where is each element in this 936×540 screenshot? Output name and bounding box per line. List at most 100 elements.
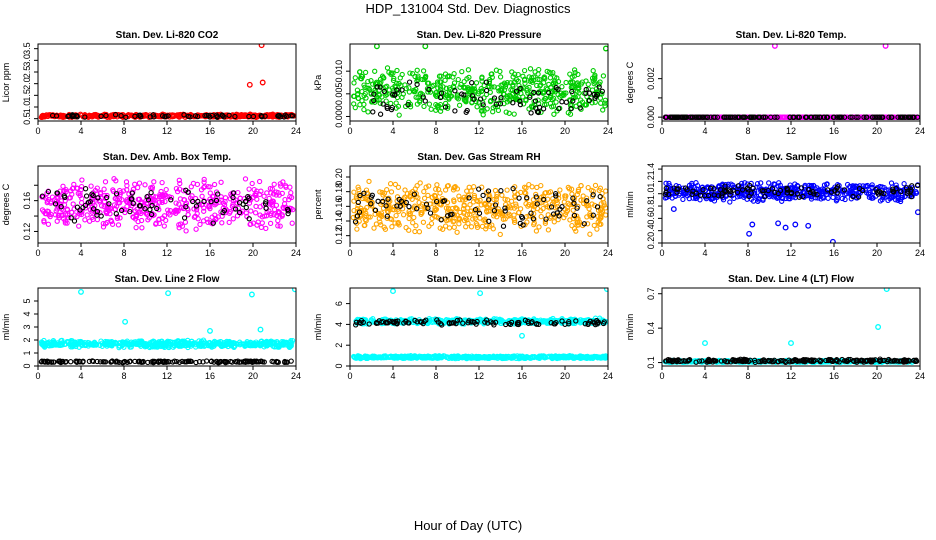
data-point — [457, 84, 463, 90]
data-point — [475, 91, 482, 97]
data-point — [254, 196, 260, 202]
data-point — [730, 182, 736, 188]
data-point — [726, 187, 732, 193]
data-point — [250, 113, 257, 120]
data-point — [269, 186, 275, 192]
data-point — [732, 114, 738, 120]
outlier-point — [775, 220, 782, 227]
data-point — [535, 97, 541, 103]
y-tick-label: 0.002 — [646, 67, 656, 90]
data-point — [451, 185, 457, 191]
data-point — [879, 184, 885, 190]
data-point — [176, 177, 182, 183]
data-point — [118, 189, 124, 196]
data-point — [181, 215, 188, 221]
data-point — [494, 214, 500, 220]
x-tick-label: 16 — [829, 126, 839, 136]
data-point — [113, 191, 120, 197]
y-tick-label: 1.2 — [646, 175, 656, 188]
y-tick-label: 0.000 — [334, 105, 344, 128]
x-tick-label: 16 — [829, 248, 839, 258]
data-point — [876, 189, 883, 195]
data-point — [414, 78, 420, 84]
data-point — [144, 194, 150, 200]
data-point — [856, 185, 863, 192]
data-point — [535, 76, 541, 83]
data-point — [787, 196, 793, 202]
data-point — [245, 358, 251, 364]
data-point — [877, 198, 884, 204]
data-point — [117, 215, 123, 221]
data-point — [423, 184, 429, 190]
data-point — [163, 217, 169, 224]
data-point — [242, 176, 249, 182]
data-point — [354, 213, 361, 219]
data-point — [415, 75, 421, 81]
data-point — [106, 201, 112, 207]
data-point — [86, 218, 93, 224]
outlier-point — [291, 288, 296, 293]
data-point — [243, 210, 249, 216]
data-point — [694, 195, 700, 201]
data-point — [497, 74, 504, 80]
data-point — [201, 198, 207, 205]
data-point — [42, 359, 48, 365]
data-point — [573, 228, 579, 234]
data-point — [603, 188, 608, 194]
data-point — [524, 195, 530, 201]
data-point — [422, 98, 428, 104]
y-tick-label: 0.18 — [334, 183, 344, 201]
data-point — [853, 114, 859, 120]
data-point — [543, 101, 550, 107]
data-point — [384, 215, 390, 221]
data-point — [546, 89, 552, 96]
data-point — [559, 93, 565, 99]
data-point — [465, 86, 471, 92]
data-point — [494, 193, 500, 200]
data-point — [491, 84, 497, 90]
data-point — [231, 340, 237, 346]
data-point — [668, 191, 674, 197]
data-point — [772, 181, 778, 188]
data-point — [485, 188, 492, 194]
data-point — [534, 201, 540, 207]
data-point — [570, 98, 576, 104]
data-point — [196, 359, 203, 365]
data-point — [574, 213, 580, 219]
data-point — [431, 192, 438, 199]
data-point — [91, 112, 97, 118]
data-point — [208, 358, 214, 365]
data-point — [768, 114, 774, 120]
data-point — [193, 203, 200, 209]
data-point — [472, 213, 478, 219]
data-point — [715, 193, 722, 199]
data-point — [864, 190, 870, 196]
data-point — [214, 358, 220, 365]
data-point — [116, 200, 123, 206]
data-point — [824, 181, 830, 187]
x-tick-label: 24 — [915, 248, 925, 258]
data-point — [536, 224, 542, 230]
data-point — [556, 213, 562, 219]
data-point — [354, 87, 361, 93]
data-point — [377, 84, 383, 90]
data-point — [513, 203, 519, 209]
x-tick-label: 8 — [745, 126, 750, 136]
data-point — [422, 74, 429, 80]
x-tick-label: 24 — [291, 248, 301, 258]
data-point — [383, 203, 389, 209]
data-point — [479, 108, 485, 114]
data-point — [147, 340, 153, 346]
x-tick-label: 8 — [121, 126, 126, 136]
data-point — [571, 212, 578, 219]
data-point — [507, 93, 514, 99]
data-point — [442, 104, 449, 110]
x-tick-label: 8 — [745, 248, 750, 258]
data-point — [569, 88, 575, 95]
data-point — [902, 114, 909, 120]
data-point — [128, 344, 134, 350]
data-point — [396, 222, 402, 228]
data-point — [107, 339, 113, 345]
data-point — [258, 188, 264, 194]
